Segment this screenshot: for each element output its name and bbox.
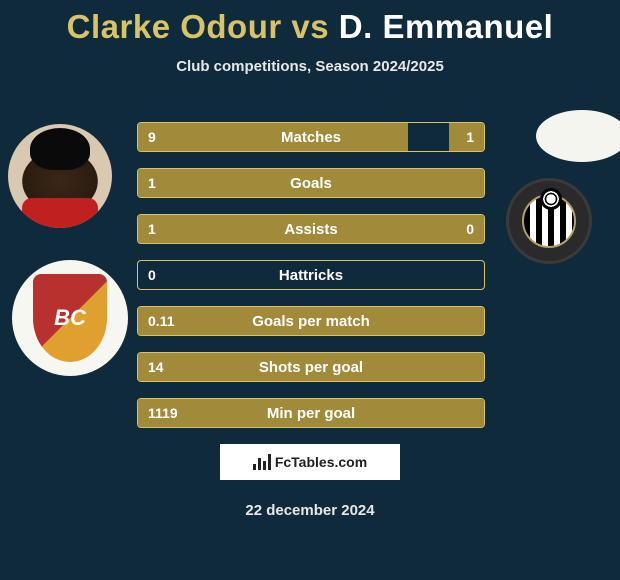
fctables-text: FcTables.com [275,454,367,470]
chart-icon [253,454,271,470]
page-title: Clarke Odour vs D. Emmanuel [0,0,620,46]
bradford-crest-text: BC [54,305,86,331]
fctables-logo: FcTables.com [220,444,400,480]
stat-row-goals: 1Goals [137,168,485,198]
stat-row-goals-per-match: 0.11Goals per match [137,306,485,336]
stats-bars: 91Matches 1Goals 10Assists 0Hattricks 0.11Go… [137,122,485,444]
stat-label: Matches [138,129,484,146]
player1-photo [8,124,112,228]
player2-name: D. Emmanuel [339,8,554,45]
stat-label: Goals [138,175,484,192]
stat-row-shots-per-goal: 14Shots per goal [137,352,485,382]
stat-row-assists: 10Assists [137,214,485,244]
bradford-crest: BC [33,274,107,362]
stat-row-min-per-goal: 1119Min per goal [137,398,485,428]
stat-row-hattricks: 0Hattricks [137,260,485,290]
player2-photo [536,110,620,162]
stat-label: Shots per goal [138,359,484,376]
stat-label: Hattricks [138,267,484,284]
notts-county-crest [522,194,576,248]
player1-name: Clarke Odour [67,8,282,45]
vs-text: vs [291,8,329,45]
subtitle: Club competitions, Season 2024/2025 [0,58,620,75]
stat-label: Min per goal [138,405,484,422]
player1-face-placeholder [8,124,112,228]
stat-row-matches: 91Matches [137,122,485,152]
stat-label: Assists [138,221,484,238]
player2-club-badge [506,178,592,264]
player1-club-badge: BC [12,260,128,376]
date-text: 22 december 2024 [0,502,620,519]
stat-label: Goals per match [138,313,484,330]
